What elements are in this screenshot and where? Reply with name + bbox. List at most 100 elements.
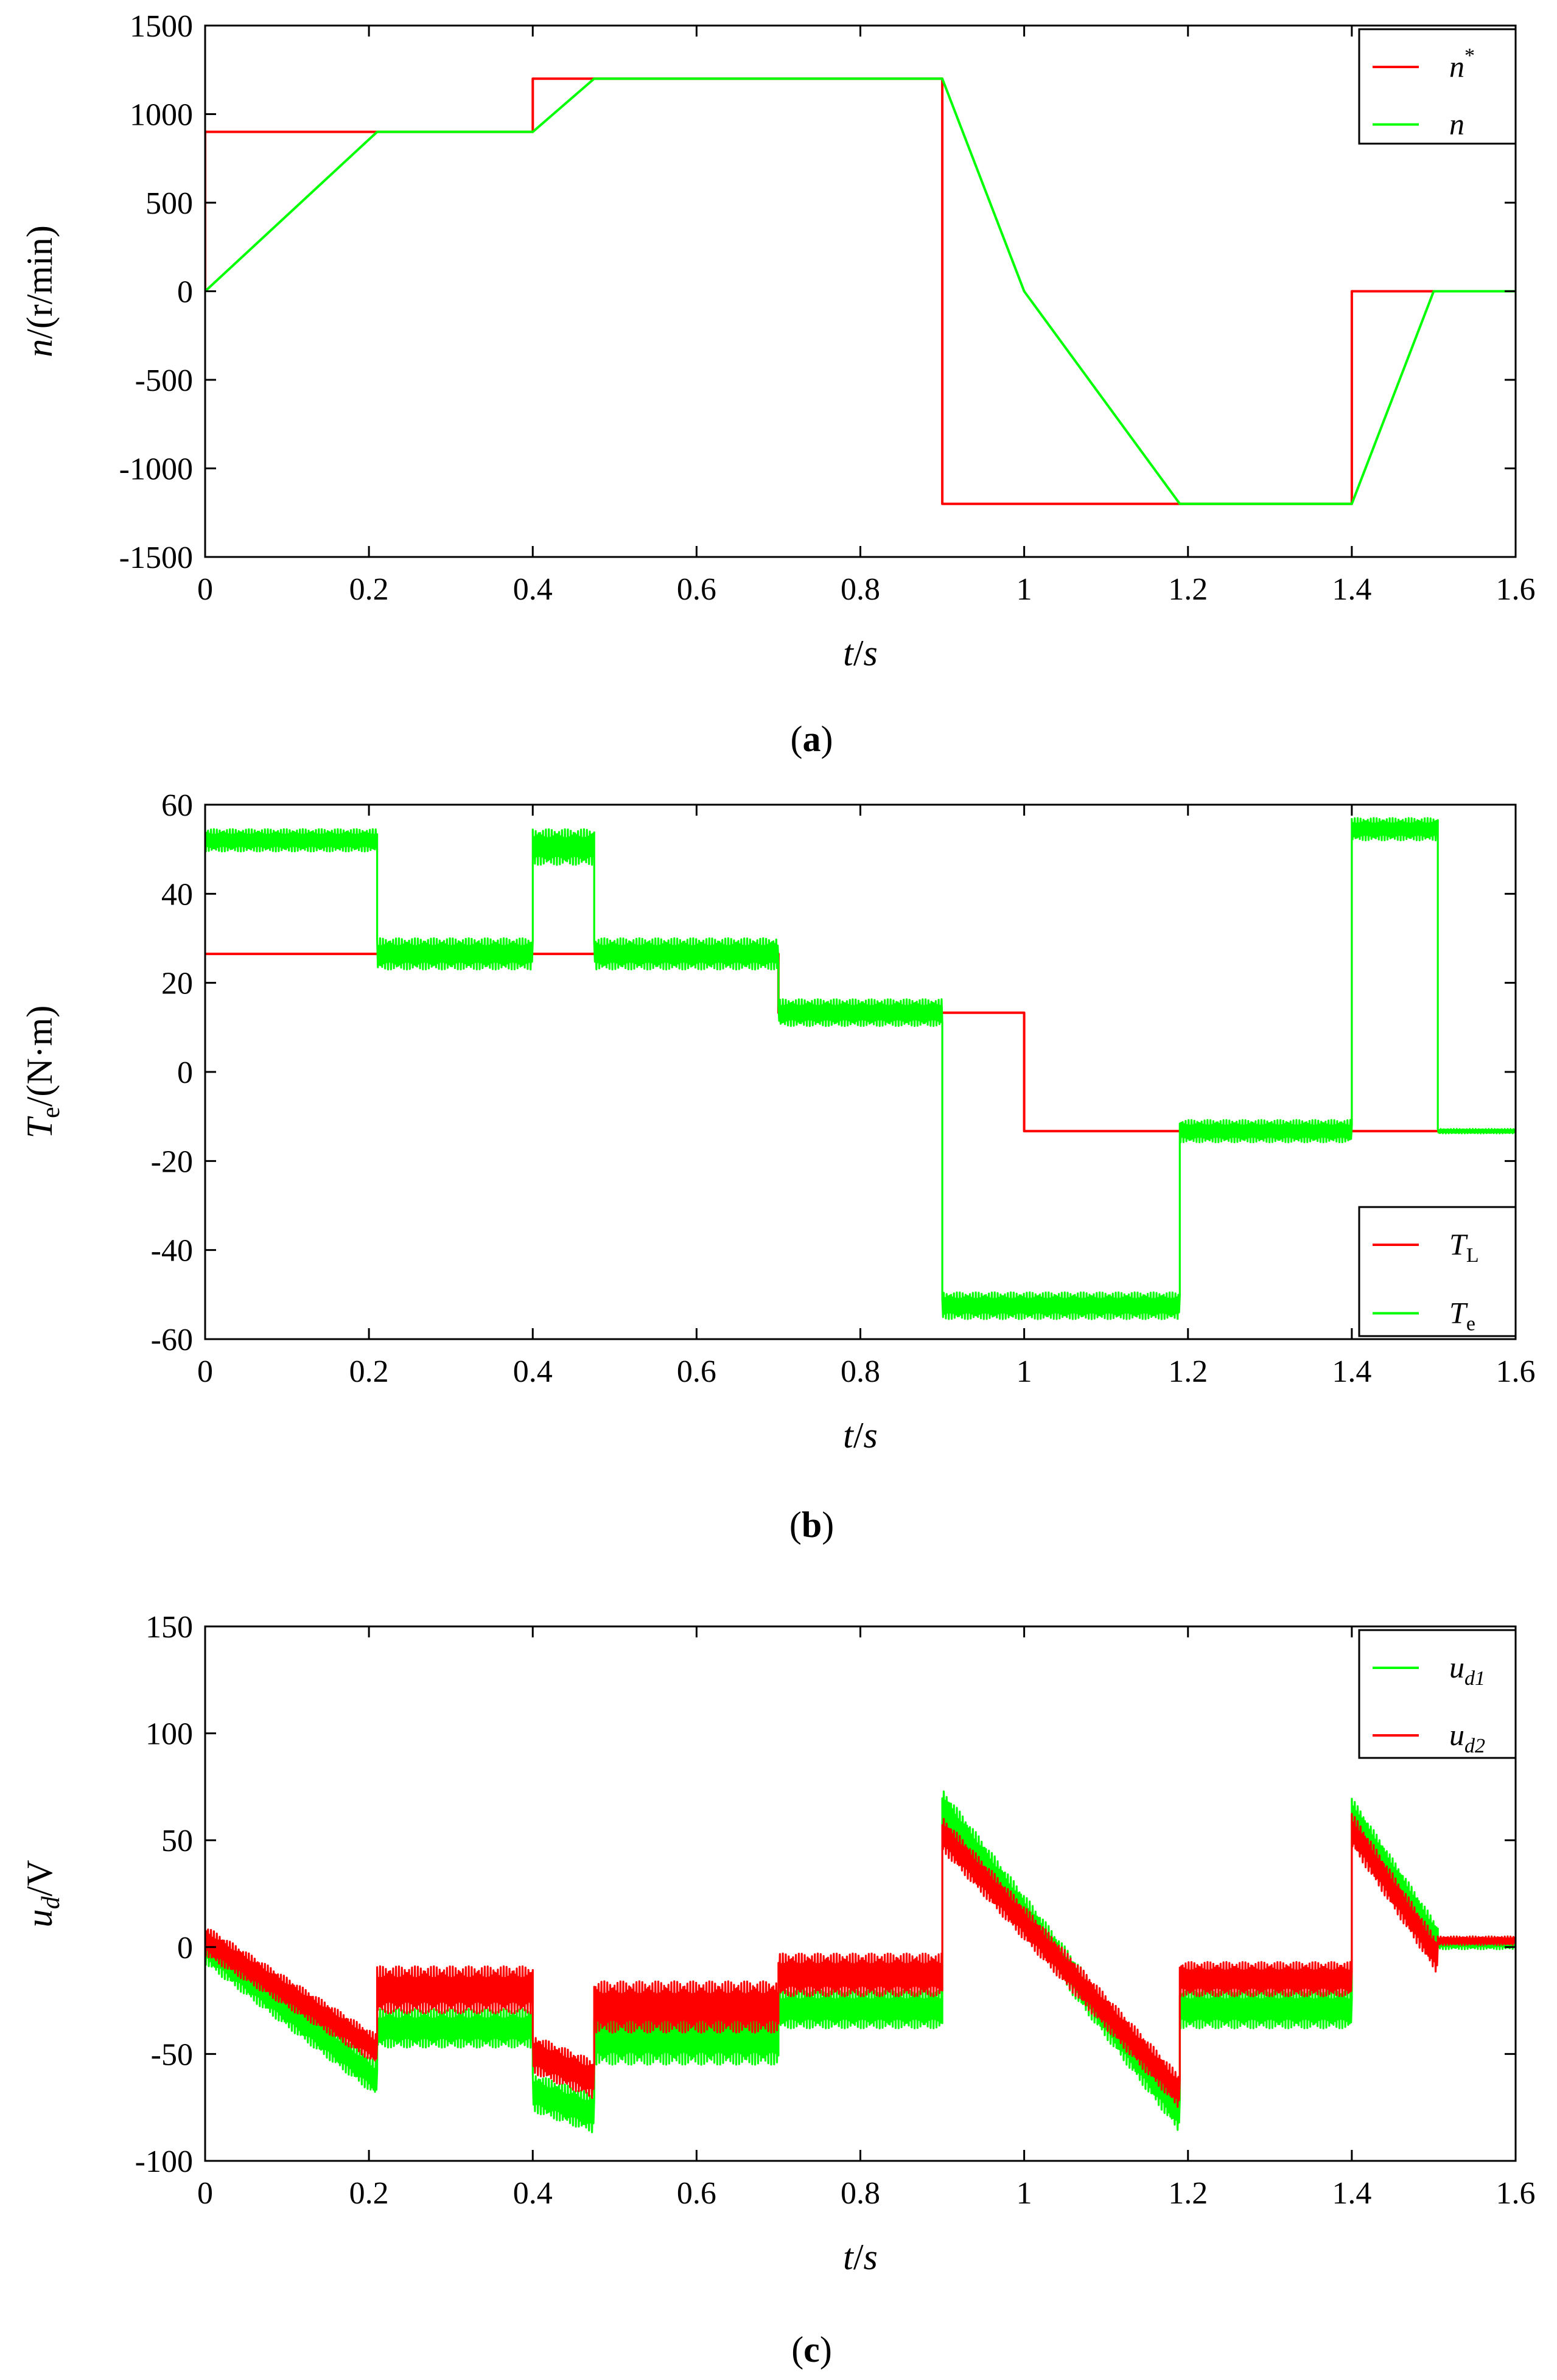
axes-frame [204, 24, 1517, 558]
y-axis-label-main: u [19, 1909, 60, 1928]
x-axis-label-unit: s [863, 633, 877, 673]
y-axis-label-main: T [19, 1116, 60, 1138]
series-line-ud2 [205, 1813, 1516, 2108]
x-tick-label: 1.6 [1496, 1354, 1536, 1389]
y-tick-label: -500 [135, 363, 193, 398]
legend-label-ud2: ud2 [1449, 1718, 1485, 1757]
y-axis-label-slash: / [19, 329, 60, 339]
caption-open: ( [791, 2329, 803, 2370]
x-tick-label: 0.4 [513, 2176, 553, 2211]
caption-open: ( [791, 719, 803, 759]
x-tick-label: 0 [197, 1354, 213, 1389]
x-axis-label-main: t [843, 2237, 854, 2277]
y-tick-label: 0 [177, 1055, 193, 1090]
y-tick-label: 1000 [130, 98, 193, 133]
caption-open: ( [789, 1505, 802, 1545]
legend-label-main: T [1449, 1296, 1468, 1330]
series-line-Te [205, 817, 1516, 1320]
legend-label-main: u [1449, 1718, 1464, 1752]
x-axis-label: t/s [843, 633, 878, 673]
y-tick-label: -60 [151, 1323, 193, 1357]
legend-label-n: n [1449, 107, 1464, 141]
legend-label-sub: e [1466, 1313, 1475, 1335]
legend-label-main: n [1449, 107, 1464, 141]
y-tick-label: 20 [161, 967, 193, 1001]
y-tick-label: 0 [177, 1931, 193, 1965]
y-axis-label-slash: / [19, 1886, 60, 1897]
panel-b: 0 0.2 0.4 0.6 0.8 1 1.2 1.4 1.6 60 40 20 0 -20 -40 -60 t… [19, 788, 1536, 1545]
series-line-ud1 [205, 1790, 1516, 2133]
y-axis-label-sub: d [37, 1896, 65, 1909]
plot-area [205, 77, 1516, 505]
panel-caption: (a) [791, 719, 833, 759]
caption-letter: c [803, 2329, 820, 2370]
x-tick-label: 0.4 [513, 1354, 553, 1389]
legend-label-sub: d1 [1464, 1667, 1485, 1690]
panel-caption: (c) [791, 2329, 832, 2370]
x-tick-label: 1.2 [1168, 1354, 1208, 1389]
legend-label-sub: d2 [1464, 1735, 1485, 1757]
plot-area [205, 1790, 1516, 2133]
x-axis-label-slash: / [853, 2237, 864, 2277]
panel-a: 0 0.2 0.4 0.6 0.8 1 1.2 1.4 1.6 1500 1000 500 0 -500 -… [19, 9, 1536, 759]
caption-letter: a [803, 719, 821, 759]
y-tick-label: 0 [177, 275, 193, 310]
x-tick-label: 1.4 [1332, 572, 1371, 607]
caption-letter: b [802, 1505, 822, 1545]
axes-frame [204, 1625, 1517, 2162]
y-axis-label-sub: e [37, 1107, 65, 1118]
x-axis-label-main: t [843, 1415, 854, 1455]
x-tick-label: 0.8 [841, 2176, 880, 2211]
legend-label-sub: L [1466, 1244, 1479, 1267]
y-tick-label: -40 [151, 1234, 193, 1269]
x-tick-label: 0.8 [841, 572, 880, 607]
y-tick-label: -20 [151, 1144, 193, 1179]
y-tick-label: 50 [161, 1824, 193, 1858]
y-tick-label: 60 [161, 788, 193, 823]
legend-label-main: T [1449, 1227, 1468, 1261]
y-axis-label-main: n [19, 339, 60, 357]
y-axis-label: n/(r/min) [19, 225, 60, 357]
y-tick-label: -50 [151, 2037, 193, 2072]
legend-box [1358, 28, 1517, 145]
caption-close: ) [820, 2329, 832, 2370]
x-tick-label: 0.2 [349, 572, 389, 607]
legend-label-main: n [1449, 49, 1464, 83]
x-tick-label: 1.4 [1332, 1354, 1371, 1389]
y-tick-label: -1000 [119, 452, 193, 487]
series-line-TL [205, 953, 1516, 1133]
x-tick-label: 0.2 [349, 2176, 389, 2211]
legend-label-Te: Te [1449, 1296, 1475, 1335]
legend-label-ud1: ud1 [1449, 1650, 1485, 1690]
y-axis-label: Te/(N·m) [19, 1006, 65, 1139]
legend: n*n [1358, 28, 1517, 145]
caption-close: ) [821, 719, 833, 759]
y-axis-label-unit: (N·m) [19, 1006, 60, 1097]
series-line-n* [205, 77, 1516, 505]
x-tick-label: 1.6 [1496, 2176, 1536, 2211]
x-tick-label: 1.6 [1496, 572, 1536, 607]
x-tick-label: 1 [1016, 2176, 1032, 2211]
x-tick-label: 0.8 [841, 1354, 880, 1389]
x-axis-label: t/s [843, 2237, 878, 2277]
y-tick-label: 150 [145, 1610, 193, 1645]
x-tick-label: 1 [1016, 572, 1032, 607]
x-axis-label: t/s [843, 1415, 878, 1455]
axes-frame [204, 803, 1517, 1340]
y-axis-label: ud/V [19, 1860, 65, 1927]
x-tick-label: 0.4 [513, 572, 553, 607]
y-axis-label-unit: (r/min) [19, 225, 60, 329]
y-tick-label: -100 [135, 2144, 193, 2179]
legend-box [1358, 1629, 1517, 1759]
y-axis-label-unit: V [19, 1860, 60, 1886]
x-tick-label: 1 [1016, 1354, 1032, 1389]
panel-c: 0 0.2 0.4 0.6 0.8 1 1.2 1.4 1.6 150 100 50 0 -50 -100 t… [19, 1610, 1536, 2370]
x-axis-label-slash: / [853, 633, 864, 673]
panel-caption: (b) [789, 1505, 834, 1545]
x-axis-label-slash: / [853, 1415, 864, 1455]
y-tick-label: 1500 [130, 9, 193, 44]
legend-box [1358, 1206, 1517, 1337]
plot-area [205, 817, 1516, 1320]
x-tick-label: 0.6 [677, 572, 716, 607]
